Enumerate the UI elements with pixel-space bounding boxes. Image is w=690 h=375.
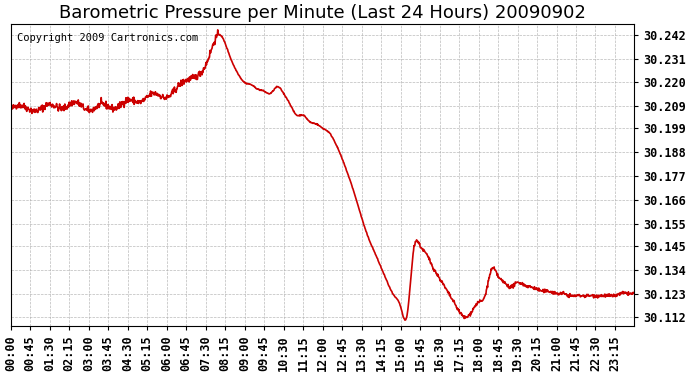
Title: Barometric Pressure per Minute (Last 24 Hours) 20090902: Barometric Pressure per Minute (Last 24 … [59,4,586,22]
Text: Copyright 2009 Cartronics.com: Copyright 2009 Cartronics.com [17,33,198,43]
